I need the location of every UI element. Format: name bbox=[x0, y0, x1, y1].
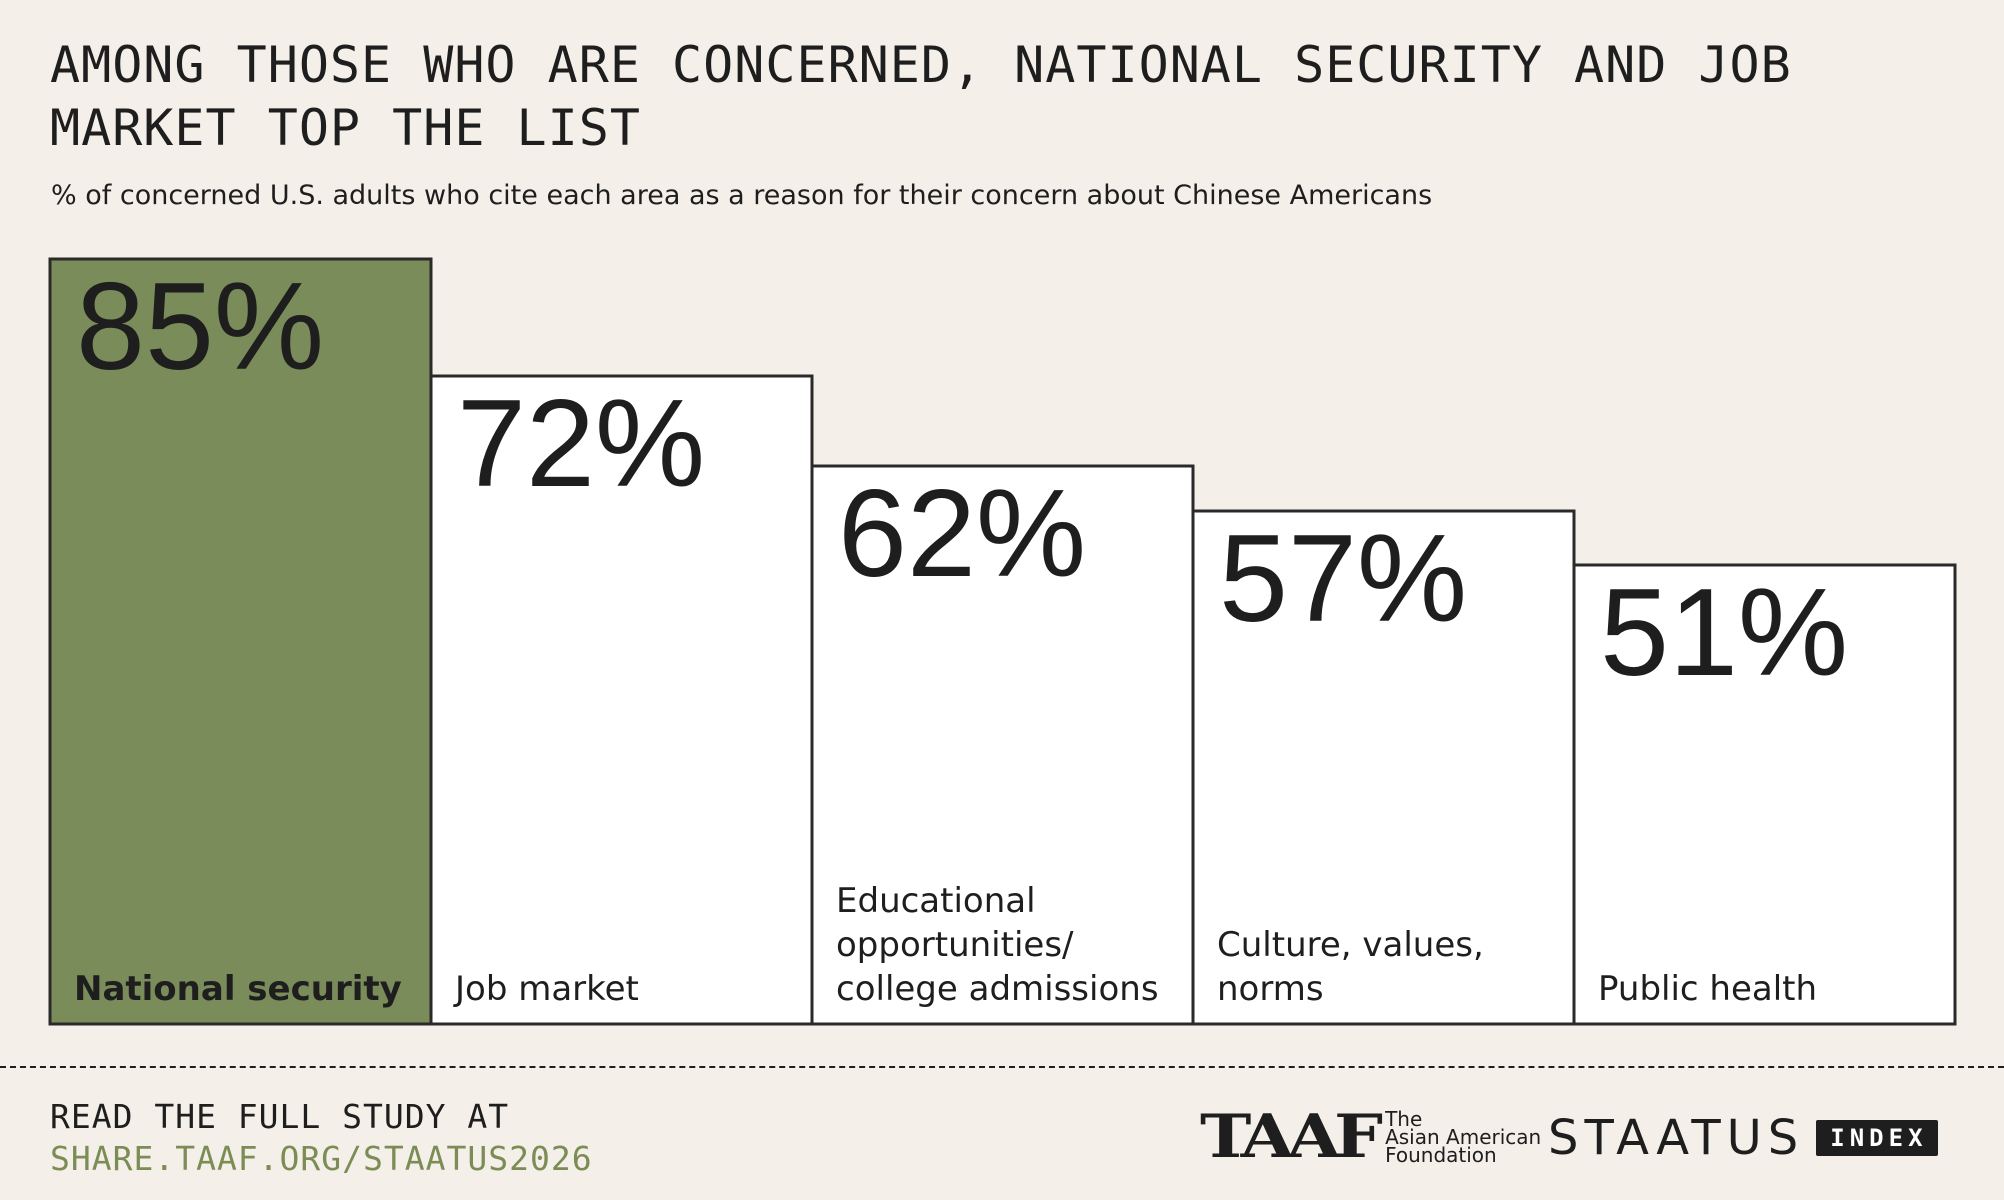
bar-value-label: 85% bbox=[76, 258, 324, 396]
taaf-logo-name: The Asian American Foundation bbox=[1385, 1107, 1542, 1167]
bar-category-label: Job market bbox=[453, 969, 639, 1009]
taaf-logo: TAAF The Asian American Foundation bbox=[1200, 1102, 1542, 1172]
bar-category-label: Educational bbox=[836, 881, 1036, 921]
taaf-logo-mark: TAAF bbox=[1200, 1102, 1383, 1172]
footer-divider bbox=[0, 1066, 2004, 1068]
bar-1 bbox=[429, 374, 814, 1026]
bar-category-label: Culture, values, bbox=[1217, 925, 1484, 965]
bar-4 bbox=[1572, 563, 1957, 1026]
bar-2 bbox=[810, 464, 1195, 1026]
bar-value-label: 62% bbox=[838, 465, 1086, 603]
chart-subtitle: % of concerned U.S. adults who cite each… bbox=[51, 180, 1433, 211]
taaf-name-line: Asian American bbox=[1385, 1125, 1542, 1149]
bar-value-label: 51% bbox=[1600, 564, 1848, 702]
cta-text: READ THE FULL STUDY AT bbox=[50, 1097, 510, 1136]
staatus-index-logo: STAATUS INDEX bbox=[1548, 1110, 1938, 1166]
study-link[interactable]: SHARE.TAAF.ORG/STAATUS2026 bbox=[50, 1139, 593, 1178]
index-badge: INDEX bbox=[1816, 1120, 1938, 1156]
taaf-name-line: Foundation bbox=[1385, 1143, 1497, 1167]
bar-category-label: college admissions bbox=[836, 969, 1159, 1009]
bar-category-label: National security bbox=[74, 969, 402, 1009]
bar-value-label: 57% bbox=[1219, 510, 1467, 648]
bar-chart: 85% National security 72% Job market 62% Educ… bbox=[48, 257, 1957, 1026]
bar-value-label: 72% bbox=[457, 375, 705, 513]
bar-category-label: opportunities/ bbox=[836, 925, 1074, 965]
staatus-wordmark: STAATUS bbox=[1548, 1110, 1805, 1166]
bar-3 bbox=[1191, 509, 1576, 1026]
bar-category-label: norms bbox=[1217, 969, 1324, 1009]
bar-category-label: Public health bbox=[1598, 969, 1817, 1009]
chart-title: AMONG THOSE WHO ARE CONCERNED, NATIONAL … bbox=[50, 36, 1792, 157]
footer-cta: READ THE FULL STUDY AT SHARE.TAAF.ORG/ST… bbox=[50, 1096, 593, 1180]
taaf-name-line: The bbox=[1385, 1107, 1423, 1131]
